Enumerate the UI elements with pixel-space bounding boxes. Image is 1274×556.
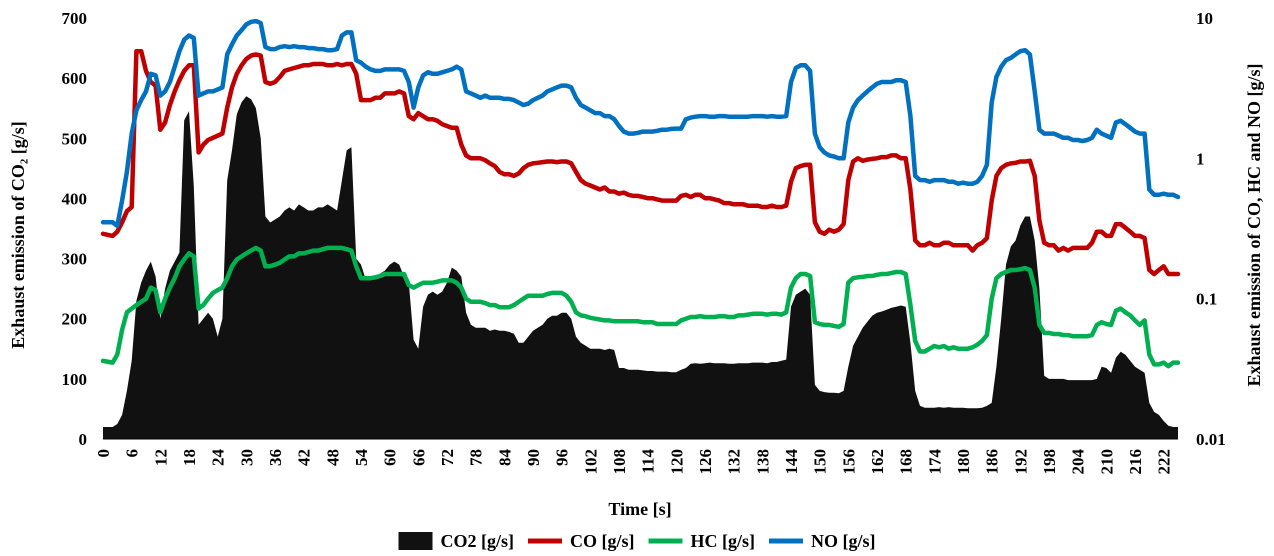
y-left-axis-title: Exhaust emission of CO₂ [g/s] [8, 121, 28, 348]
x-tick-label: 204 [1069, 449, 1088, 475]
series-hc-line [100, 245, 1181, 369]
x-tick-label: 48 [323, 449, 342, 466]
legend-swatch-co2 [398, 532, 433, 550]
x-tick-label: 60 [381, 449, 400, 466]
legend: CO2 [g/s] CO [g/s] HC [g/s] NO [g/s] [398, 531, 876, 551]
y-left-tick-label: 200 [62, 310, 88, 329]
x-tick-label: 210 [1097, 449, 1116, 475]
x-tick-label: 198 [1040, 449, 1059, 475]
x-tick-label: 78 [467, 449, 486, 466]
y-left-tick-label: 400 [62, 189, 88, 208]
x-tick-label: 150 [811, 449, 830, 475]
x-tick-label: 156 [839, 449, 858, 475]
x-tick-label: 186 [983, 449, 1002, 475]
y-left-tick-label: 700 [62, 9, 88, 28]
x-tick-label: 192 [1011, 449, 1030, 475]
x-tick-label: 120 [667, 449, 686, 475]
x-tick-label: 30 [237, 449, 256, 466]
y-left-tick-label: 100 [62, 370, 88, 389]
y-left-tick-label: 0 [79, 430, 88, 449]
x-tick-label: 162 [868, 449, 887, 475]
plot-series [100, 18, 1181, 439]
x-tick-label: 84 [495, 449, 514, 467]
x-tick-label: 114 [639, 449, 658, 474]
x-tick-label: 102 [581, 449, 600, 475]
y-left-tick-label: 500 [62, 129, 88, 148]
legend-label-co: CO [g/s] [570, 531, 635, 551]
series-co-line [100, 48, 1181, 277]
y-left-tick-label: 600 [62, 69, 88, 88]
legend-label-no: NO [g/s] [811, 531, 876, 551]
x-tick-label: 54 [352, 449, 371, 467]
y-right-tick-label: 10 [1196, 9, 1213, 28]
legend-label-hc: HC [g/s] [691, 531, 756, 551]
x-tick-label: 66 [409, 449, 428, 466]
x-tick-label: 126 [696, 449, 715, 475]
x-tick-label: 216 [1126, 449, 1145, 475]
series-co2-area [103, 96, 1178, 439]
y-right-tick-label: 1 [1196, 149, 1205, 168]
tick-labels: 0 6 12 18 24 30 36 42 48 54 60 66 72 78 84 90 96 102 108 11… [62, 9, 1226, 475]
x-tick-label: 180 [954, 449, 973, 475]
x-tick-label: 72 [438, 449, 457, 466]
x-tick-label: 6 [123, 449, 142, 458]
x-tick-label: 90 [524, 449, 543, 466]
x-tick-label: 108 [610, 449, 629, 475]
x-tick-label: 138 [753, 449, 772, 475]
x-tick-label: 174 [925, 449, 944, 475]
x-tick-label: 96 [553, 449, 572, 466]
x-tick-label: 42 [295, 449, 314, 466]
y-right-tick-label: 0.01 [1196, 430, 1226, 449]
x-tick-label: 12 [151, 449, 170, 466]
y-right-axis-title: Exhaust emission of CO, HC and NO [g/s] [1244, 63, 1264, 386]
x-tick-label: 0 [94, 449, 113, 458]
x-tick-label: 144 [782, 449, 801, 475]
x-tick-label: 36 [266, 449, 285, 466]
x-tick-label: 18 [180, 449, 199, 466]
x-tick-label: 24 [209, 449, 228, 467]
x-tick-label: 132 [725, 449, 744, 475]
y-left-tick-label: 300 [62, 250, 88, 269]
x-tick-label: 222 [1155, 449, 1174, 475]
legend-label-co2: CO2 [g/s] [441, 531, 515, 551]
x-axis-title: Time [s] [608, 499, 671, 519]
y-right-tick-label: 0.1 [1196, 290, 1217, 309]
x-tick-label: 168 [897, 449, 916, 475]
series-no-line [100, 18, 1181, 229]
